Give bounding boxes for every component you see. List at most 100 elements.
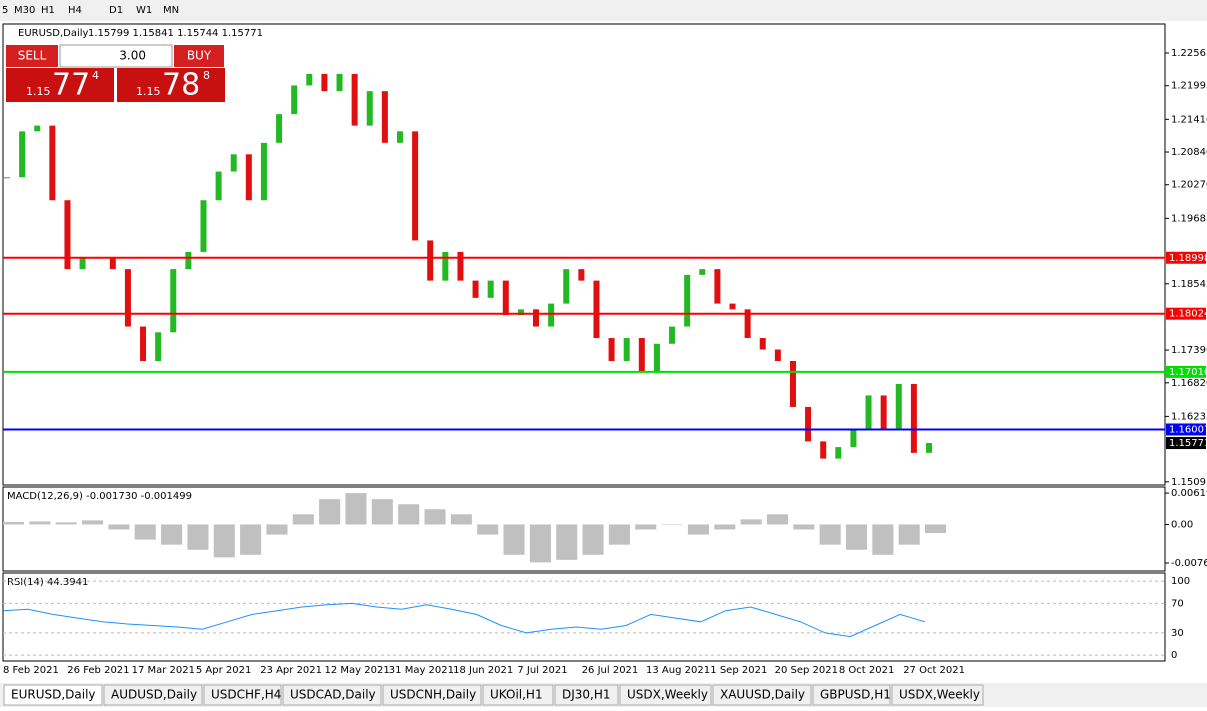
macd-bar [687, 524, 709, 535]
level-tag [1166, 423, 1206, 436]
tab-label: USDX,Weekly [627, 688, 708, 702]
timeframe-button[interactable]: M30 [14, 5, 35, 16]
y-tick-label: 100 [1171, 576, 1190, 587]
candle [820, 441, 827, 459]
macd-bar [398, 504, 420, 525]
x-tick-label: 17 Mar 2021 [132, 665, 195, 676]
timeframe-button[interactable]: W1 [136, 5, 152, 16]
candle [276, 114, 283, 143]
candle [170, 269, 177, 333]
macd-bar [424, 509, 446, 525]
y-tick-label: 1.17390 [1171, 345, 1207, 356]
candle [608, 338, 615, 361]
macd-bar [319, 499, 341, 525]
macd-bar [82, 520, 104, 525]
candle [910, 383, 917, 453]
candle [578, 269, 585, 281]
x-tick-label: 7 Jul 2021 [517, 665, 567, 676]
macd-bar [266, 524, 288, 535]
buy-frac: 8 [203, 69, 210, 82]
x-tick-label: 18 Jun 2021 [453, 665, 513, 676]
x-tick-label: 26 Feb 2021 [67, 665, 129, 676]
x-tick-label: 8 Oct 2021 [839, 665, 894, 676]
tab[interactable] [282, 684, 382, 706]
tab[interactable] [103, 684, 203, 706]
candle [880, 395, 887, 430]
x-tick-label: 12 May 2021 [325, 665, 390, 676]
candle [200, 200, 207, 252]
tab-label: USDCHF,H4 [211, 688, 281, 702]
macd-bar [55, 522, 77, 525]
candle [926, 443, 932, 453]
candle [427, 240, 434, 281]
tab[interactable] [382, 684, 482, 706]
tab-label: AUDUSD,Daily [111, 688, 197, 702]
candle [714, 269, 721, 304]
macd-bar [161, 524, 183, 545]
x-tick-label: 27 Oct 2021 [903, 665, 965, 676]
candle [759, 338, 766, 350]
x-tick-label: 31 May 2021 [389, 665, 454, 676]
level-tag [1166, 251, 1206, 264]
y-tick-label: 1.21995 [1171, 81, 1207, 92]
macd-bar [925, 524, 947, 534]
tab[interactable] [812, 684, 891, 706]
level-label: 1.18998 [1169, 253, 1207, 264]
y-tick-label: 70 [1171, 598, 1184, 609]
sell-price[interactable] [6, 68, 114, 102]
macd-bar [292, 514, 314, 525]
candle [260, 142, 267, 201]
tab-label: DJ30,H1 [562, 688, 611, 702]
candle [321, 73, 328, 92]
candle [351, 73, 358, 126]
macd-bar [187, 524, 209, 550]
y-tick-label: 1.20840 [1171, 147, 1207, 158]
x-tick-label: 20 Sep 2021 [775, 665, 838, 676]
tab[interactable] [619, 684, 712, 706]
macd-bar [503, 524, 525, 555]
candle [653, 343, 660, 373]
candle [623, 338, 630, 361]
candle [381, 91, 388, 143]
macd-bar [635, 524, 657, 530]
candle [548, 303, 555, 327]
y-tick-label: 30 [1171, 628, 1184, 639]
macd-bar [134, 524, 156, 540]
tab[interactable] [712, 684, 812, 706]
candle [457, 251, 464, 281]
candle [215, 171, 222, 201]
macd-bar [766, 514, 789, 525]
candle [684, 274, 691, 327]
buy-button[interactable] [174, 45, 224, 67]
level-label: 1.17010 [1169, 367, 1207, 378]
timeframe-button[interactable]: 5 [2, 5, 8, 16]
sell-button[interactable] [6, 45, 58, 67]
buy-label: BUY [187, 49, 212, 63]
tab[interactable] [554, 684, 619, 706]
lots-input[interactable] [59, 44, 173, 68]
candle [109, 257, 116, 270]
macd-bar [213, 524, 235, 558]
buy-price[interactable] [117, 68, 225, 102]
timeframe-button[interactable]: MN [163, 5, 179, 16]
x-tick-label: 8 Feb 2021 [3, 665, 59, 676]
y-tick-label: -0.007621 [1171, 558, 1207, 569]
macd-bar [240, 524, 262, 555]
macd-bar [898, 524, 920, 545]
candle [563, 269, 570, 304]
candle [442, 251, 449, 281]
tab-label: USDCNH,Daily [390, 688, 476, 702]
tab[interactable] [891, 684, 984, 706]
tab[interactable] [203, 684, 282, 706]
y-tick-label: 1.22565 [1171, 48, 1207, 59]
candle [774, 349, 781, 361]
tab[interactable] [482, 684, 554, 706]
candle [64, 200, 71, 270]
rsi-panel [2, 572, 1166, 662]
timeframe-button[interactable]: H4 [68, 5, 82, 16]
macd-bar [845, 524, 868, 550]
tab[interactable] [3, 684, 103, 706]
timeframe-button[interactable]: H1 [41, 5, 55, 16]
current-label: 1.15771 [1169, 438, 1207, 449]
timeframe-button[interactable]: D1 [109, 5, 123, 16]
